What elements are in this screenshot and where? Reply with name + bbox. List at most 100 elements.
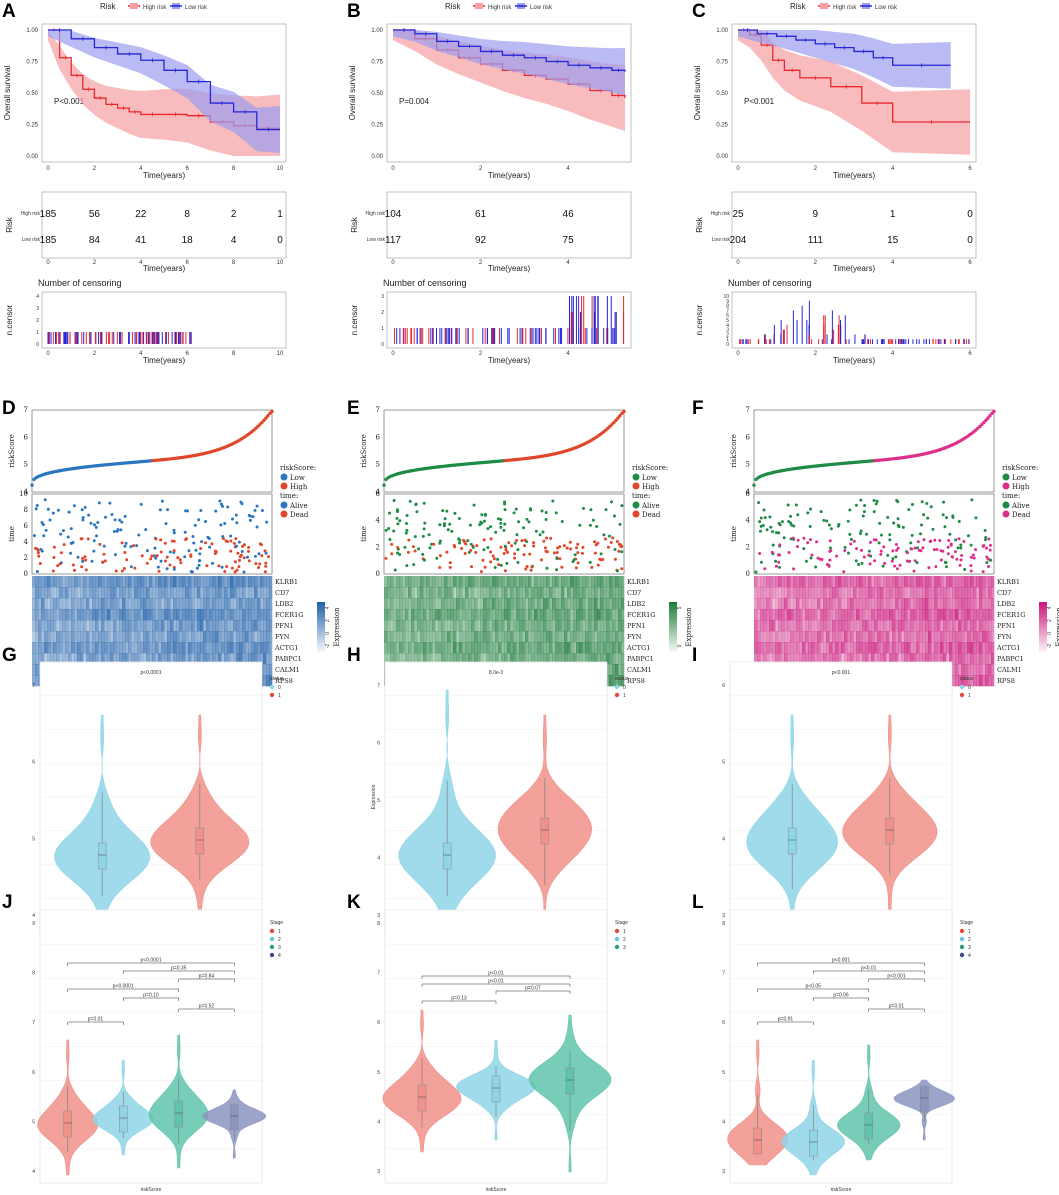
heatmap-cell bbox=[489, 609, 493, 621]
heatmap-cell bbox=[784, 587, 788, 599]
heatmap-cell bbox=[886, 587, 890, 599]
risk-table-low-count: 75 bbox=[563, 235, 575, 246]
heatmap-cell bbox=[958, 642, 962, 654]
km-ytick: 0.00 bbox=[716, 154, 728, 160]
heatmap-cell bbox=[396, 642, 400, 654]
heatmap-cell bbox=[489, 642, 493, 654]
time-point bbox=[36, 551, 40, 555]
heatmap-cell bbox=[131, 609, 135, 621]
heatmap-cell bbox=[185, 609, 189, 621]
time-point bbox=[84, 558, 88, 562]
riskscore-ytick: 5 bbox=[746, 461, 750, 469]
heatmap-cell bbox=[513, 609, 517, 621]
heatmap-cell bbox=[841, 598, 845, 610]
legend-label-stage: 3 bbox=[968, 945, 971, 951]
heatmap-cell bbox=[919, 620, 923, 632]
risk-table-low-count: 92 bbox=[475, 235, 487, 246]
comparison-bracket bbox=[868, 1008, 925, 1012]
time-point bbox=[135, 544, 139, 548]
violin-ytick: 7 bbox=[377, 683, 380, 689]
heatmap-cell bbox=[564, 620, 568, 632]
time-point bbox=[66, 535, 70, 539]
heatmap-cell bbox=[495, 609, 499, 621]
heatmap-cell bbox=[856, 631, 860, 643]
time-point bbox=[119, 528, 123, 532]
heatmap-cell bbox=[814, 587, 818, 599]
heatmap-cell bbox=[149, 587, 153, 599]
time-point bbox=[895, 567, 899, 571]
heatmap-cell bbox=[134, 642, 138, 654]
heatmap-cell bbox=[841, 587, 845, 599]
heatmap-cell bbox=[603, 587, 607, 599]
heatmap-cell bbox=[591, 620, 595, 632]
time-point bbox=[197, 518, 201, 522]
heatmap-cell bbox=[50, 631, 54, 643]
heatmap-cell bbox=[528, 598, 532, 610]
heatmap-cell bbox=[802, 576, 806, 588]
heatmap-cell bbox=[56, 642, 60, 654]
heatmap-cell bbox=[233, 576, 237, 588]
heatmap-cell bbox=[988, 598, 992, 610]
heatmap-cell bbox=[952, 664, 956, 676]
heatmap-cell bbox=[970, 576, 974, 588]
heatmap-cell bbox=[907, 598, 911, 610]
heatmap-cell bbox=[426, 576, 430, 588]
heatmap-cell bbox=[763, 620, 767, 632]
heatmap-cell bbox=[955, 675, 959, 687]
heatmap-cell bbox=[134, 631, 138, 643]
risk-table-xtick: 4 bbox=[139, 260, 143, 266]
heatmap-cell bbox=[558, 620, 562, 632]
time-point bbox=[763, 516, 767, 520]
violin-ytick: 8 bbox=[32, 971, 35, 977]
heatmap-cell bbox=[865, 653, 869, 665]
heatmap-cell bbox=[269, 598, 273, 610]
heatmap-cell bbox=[423, 631, 427, 643]
heatmap-cell bbox=[35, 620, 39, 632]
heatmap-cell bbox=[170, 620, 174, 632]
heatmap-cell bbox=[474, 620, 478, 632]
time-point bbox=[413, 535, 417, 539]
heatmap-cell bbox=[510, 620, 514, 632]
heatmap-cell bbox=[817, 653, 821, 665]
heatmap-cell bbox=[874, 587, 878, 599]
time-point bbox=[552, 551, 556, 555]
heatmap-cell bbox=[71, 620, 75, 632]
heatmap-cell bbox=[399, 620, 403, 632]
riskscore-ytick: 6 bbox=[376, 433, 381, 441]
heatmap-cell bbox=[131, 598, 135, 610]
heatmap-cell bbox=[913, 653, 917, 665]
heatmap-cell bbox=[221, 653, 225, 665]
heatmap-cell bbox=[558, 587, 562, 599]
heatmap-cell bbox=[787, 631, 791, 643]
expression-color-key bbox=[669, 602, 677, 652]
legend-label-stage: 3 bbox=[278, 945, 281, 951]
heatmap-cell bbox=[814, 598, 818, 610]
heatmap-cell bbox=[976, 642, 980, 654]
censor-ytick: 7 bbox=[726, 308, 729, 314]
time-point bbox=[822, 518, 826, 522]
heatmap-cell bbox=[59, 620, 63, 632]
time-point bbox=[197, 563, 201, 567]
heatmap-cell bbox=[552, 609, 556, 621]
heatmap-cell bbox=[877, 653, 881, 665]
heatmap-cell bbox=[516, 576, 520, 588]
heatmap-cell bbox=[387, 587, 391, 599]
heatmap-cell bbox=[940, 653, 944, 665]
heatmap-cell bbox=[420, 642, 424, 654]
time-point bbox=[859, 498, 863, 502]
time-point bbox=[946, 545, 950, 549]
heatmap-cell bbox=[89, 631, 93, 643]
time-point bbox=[237, 565, 241, 569]
time-point bbox=[896, 546, 900, 550]
heatmap-cell bbox=[399, 631, 403, 643]
heatmap-cell bbox=[35, 587, 39, 599]
heatmap-cell bbox=[498, 620, 502, 632]
heatmap-cell bbox=[820, 587, 824, 599]
heatmap-cell bbox=[973, 664, 977, 676]
heatmap-cell bbox=[787, 653, 791, 665]
heatmap-cell bbox=[119, 631, 123, 643]
legend-riskscore-title: riskScore: bbox=[632, 464, 668, 472]
heatmap-cell bbox=[609, 631, 613, 643]
heatmap-cell bbox=[805, 631, 809, 643]
heatmap-cell bbox=[107, 653, 111, 665]
